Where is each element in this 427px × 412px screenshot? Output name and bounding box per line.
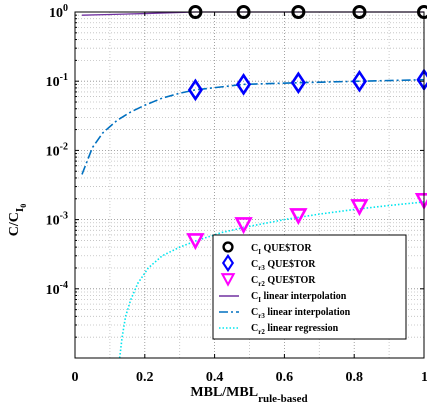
y-tick-label-exponent: -2 [60,141,68,152]
x-axis-label-main: MBL/MBL [190,385,258,400]
legend-marker-circle [222,241,234,253]
data-point-diamond [351,69,367,93]
x-tick-label: 0.4 [206,370,224,385]
legend-label-text: linear regression [265,323,339,334]
data-point-triangle-down [186,233,205,251]
plot-frame [74,11,425,359]
x-tick-label: 0.2 [136,370,154,385]
legend-marker-triangle-down [220,273,236,287]
legend-label-text: QUE$TOR [261,243,312,254]
y-tick-label-base: 10 [46,214,60,229]
data-point-diamond [187,78,203,102]
x-tick-labels: 0 0.2 0.4 0.6 0.8 1 [72,370,427,385]
legend-entry-label: CI linear interpolation [251,291,347,304]
data-point-triangle-down [289,208,308,226]
legend-label-main: C [251,307,258,318]
x-axis-label-sub: rule-based [258,393,308,405]
legend-entry-label: Cr2 QUE$TOR [251,275,316,288]
y-tick-label-base: 10 [46,144,60,159]
legend-label-text: QUE$TOR [265,259,316,270]
legend-entry-label: CI QUE$TOR [251,243,312,256]
y-tick-label-exponent: -3 [60,211,68,222]
x-axis-label: MBL/MBLrule-based [190,385,307,405]
legend-label-main: C [251,323,258,334]
legend-label-text: linear interpolation [265,307,351,318]
y-tick-label: 10-1 [46,72,68,90]
legend-label-main: C [251,259,258,270]
y-tick-label: 10-4 [46,280,68,298]
legend-label-sub: r3 [258,264,265,272]
x-tick-label: 1 [421,370,427,385]
legend-label-text: QUE$TOR [265,275,316,286]
y-tick-label-exponent: -1 [60,72,68,83]
axis-ticks [74,11,425,358]
y-tick-label-base: 10 [49,6,63,21]
legend-label-sub: r2 [258,328,265,336]
legend-label-main: C [251,275,258,286]
data-point-triangle-down [234,217,253,235]
x-tick-label: 0.6 [276,370,294,385]
data-point-triangle-down [350,199,369,217]
legend-entry-label: Cr3 QUE$TOR [251,259,316,272]
x-tick-label: 0 [72,370,79,385]
legend-marker-diamond [221,253,235,273]
y-axis-label-sub: I [14,208,26,212]
y-tick-label: 10-2 [46,141,68,159]
legend-box [212,234,407,340]
legend-label-sub: r2 [258,280,265,288]
y-tick-label-exponent: 0 [63,3,68,14]
legend-label-sub: I [258,296,261,304]
y-axis-label: C/CI0 [7,204,28,236]
legend-label-main: C [251,243,258,254]
series-line-4 [81,78,425,175]
series-line-5 [118,201,425,359]
y-tick-label: 10-3 [46,211,68,229]
y-tick-label-base: 10 [46,75,60,90]
y-tick-label-exponent: -4 [60,280,68,291]
data-point-diamond [290,71,306,95]
x-tick-label: 0.8 [345,370,363,385]
data-point-diamond [236,73,252,96]
y-axis-label-subsub: 0 [19,204,28,208]
legend-entry-label: Cr3 linear interpolation [251,307,351,320]
legend-entry-label: Cr2 linear regression [251,323,339,336]
legend-label-sub: I [258,248,261,256]
y-axis-label-main: C/C [7,212,22,236]
legend-label-text: linear interpolation [261,291,347,302]
legend-label-sub: r3 [258,312,265,320]
y-tick-label: 100 [49,3,68,21]
legend-label-main: C [251,291,258,302]
y-tick-label-base: 10 [46,283,60,298]
